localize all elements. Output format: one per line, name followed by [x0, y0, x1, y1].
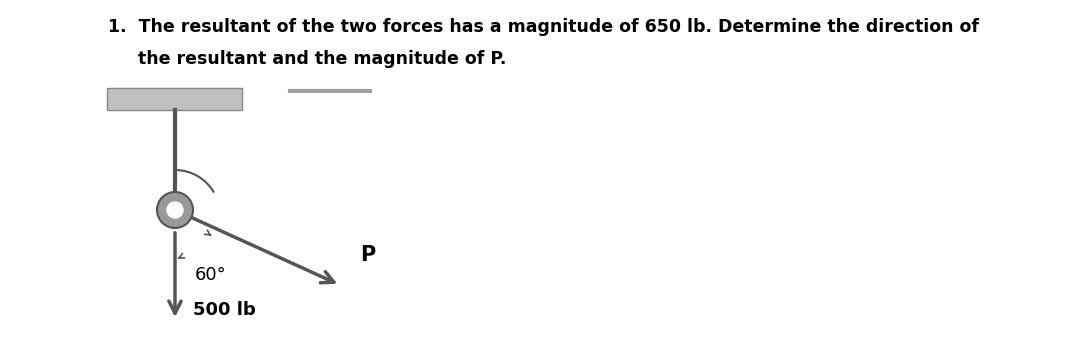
Text: the resultant and the magnitude of P.: the resultant and the magnitude of P.	[108, 50, 507, 68]
Text: 60°: 60°	[195, 266, 227, 284]
Text: P: P	[360, 245, 375, 265]
Text: 500 lb: 500 lb	[193, 301, 256, 319]
Text: 1.  The resultant of the two forces has a magnitude of 650 lb. Determine the dir: 1. The resultant of the two forces has a…	[108, 18, 978, 36]
Bar	[107, 88, 242, 110]
Circle shape	[167, 202, 183, 218]
Circle shape	[157, 192, 193, 228]
